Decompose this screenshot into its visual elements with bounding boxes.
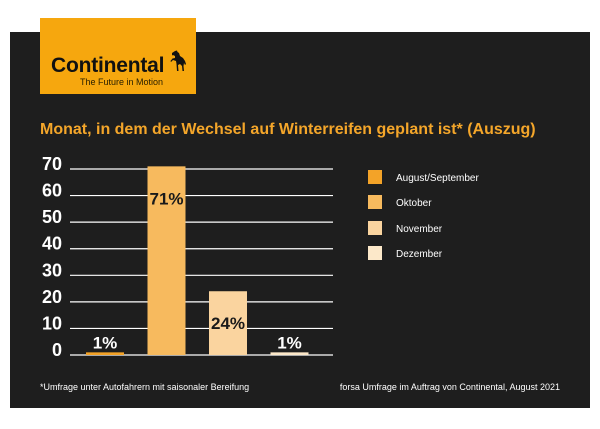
dark-panel [10,32,590,408]
logo-tagline: The Future in Motion [80,77,164,87]
continental-logo: Continental The Future in Motion [40,18,196,94]
chart-title: Monat, in dem der Wechsel auf Winterreif… [40,121,536,138]
footnote: *Umfrage unter Autofahrern mit saisonale… [40,382,250,392]
horse-icon-shape [170,50,186,71]
logo-wordmark: Continental [51,54,165,77]
horse-icon [170,50,186,71]
source-note: forsa Umfrage im Auftrag von Continental… [339,382,560,392]
